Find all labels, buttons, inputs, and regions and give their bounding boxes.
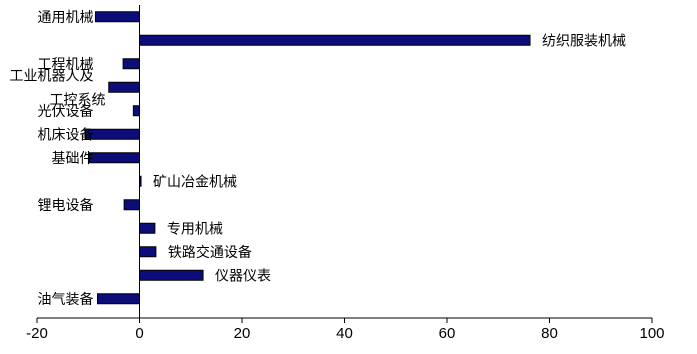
category-label-line: 基础件 xyxy=(52,150,94,167)
x-tick-label: 100 xyxy=(639,325,664,342)
bars-group xyxy=(84,11,531,305)
category-label-3: 工程机械 xyxy=(38,57,94,73)
bar-9 xyxy=(123,199,140,211)
category-label-line: 锂电设备 xyxy=(38,197,94,214)
category-labels-group: 通用机械纺织服装机械工程机械工业机器人及工控系统光伏设备机床设备基础件矿山冶金机… xyxy=(10,10,627,308)
bar-4 xyxy=(108,81,140,93)
bar-13 xyxy=(96,293,140,305)
category-label-line: 油气装备 xyxy=(38,291,94,308)
bar-7 xyxy=(88,152,140,164)
bar-2 xyxy=(139,34,531,46)
bar-1 xyxy=(94,11,141,23)
category-label-line: 通用机械 xyxy=(38,10,94,26)
x-tick-label: 80 xyxy=(541,325,558,342)
bar-3 xyxy=(122,58,140,70)
category-label-8: 矿山冶金机械 xyxy=(153,174,237,190)
category-label-line: 机床设备 xyxy=(38,126,94,143)
bar-11 xyxy=(139,246,157,258)
category-label-line: 专用机械 xyxy=(167,221,223,237)
x-axis: -20 0 20 40 60 80 100 xyxy=(26,5,665,342)
category-label-line: 工程机械 xyxy=(38,57,94,73)
category-label-13: 油气装备 xyxy=(38,291,94,308)
bar-10 xyxy=(139,222,156,234)
category-label-2: 纺织服装机械 xyxy=(542,33,626,49)
x-tick-label: 20 xyxy=(234,325,251,342)
category-label-line: 工业机器人及 xyxy=(10,68,94,84)
bar-5 xyxy=(132,105,141,117)
x-tick-label: 0 xyxy=(135,325,143,342)
category-label-1: 通用机械 xyxy=(38,10,94,26)
x-tick-label: 40 xyxy=(336,325,353,342)
category-label-7: 基础件 xyxy=(52,150,94,167)
x-tick-label: 60 xyxy=(439,325,456,342)
x-tick-label: -20 xyxy=(26,325,48,342)
category-label-11: 铁路交通设备 xyxy=(168,244,252,261)
category-label-line: 仪器仪表 xyxy=(215,268,271,284)
category-label-6: 机床设备 xyxy=(38,126,94,143)
category-label-line: 工控系统 xyxy=(50,92,106,108)
category-label-10: 专用机械 xyxy=(167,221,223,237)
category-label-12: 仪器仪表 xyxy=(215,268,271,284)
category-label-line: 铁路交通设备 xyxy=(168,244,252,261)
category-label-line: 纺织服装机械 xyxy=(542,33,626,49)
category-label-line: 矿山冶金机械 xyxy=(153,174,237,190)
category-label-line: 光伏设备 xyxy=(38,103,94,120)
bar-12 xyxy=(139,269,204,281)
category-label-9: 锂电设备 xyxy=(38,197,94,214)
category-label-5: 光伏设备 xyxy=(38,103,94,120)
